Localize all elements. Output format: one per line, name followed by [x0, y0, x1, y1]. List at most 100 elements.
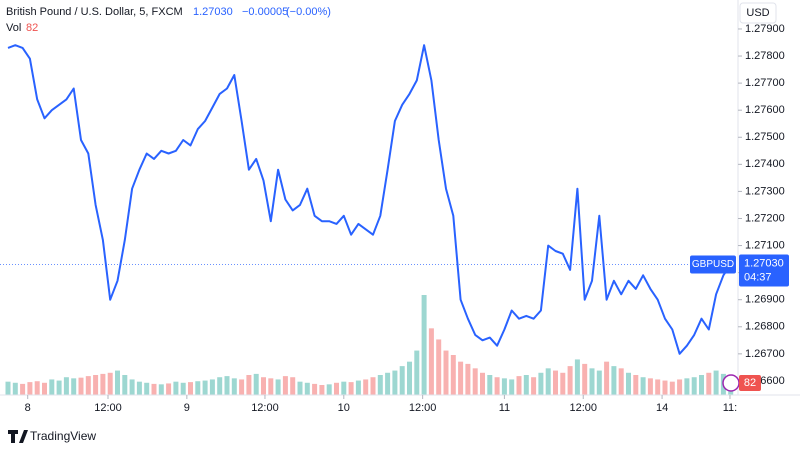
volume-bar: [239, 379, 245, 395]
volume-bar: [180, 382, 186, 395]
symbol-label: GBPUSD: [692, 259, 734, 270]
y-tick-label: 1.27100: [745, 239, 785, 251]
y-tick-label: 1.27700: [745, 77, 785, 89]
volume-bar: [626, 372, 631, 395]
volume-bar: [487, 375, 493, 395]
volume-bar: [78, 377, 84, 395]
volume-bar: [12, 382, 18, 395]
volume-bar: [458, 361, 464, 395]
volume-bar: [71, 378, 77, 395]
volume-bar: [151, 383, 157, 395]
volume-bar: [268, 378, 274, 395]
volume-bar: [85, 376, 91, 395]
volume-bar: [27, 382, 33, 395]
y-tick-label: 1.27400: [745, 158, 785, 170]
volume-bar: [494, 377, 500, 395]
volume-value: 82: [26, 22, 38, 34]
y-tick-label: 1.27200: [745, 212, 785, 224]
countdown: 04:37: [744, 271, 772, 283]
volume-bar: [596, 370, 602, 395]
volume-bar: [93, 375, 99, 395]
volume-bar: [173, 381, 179, 395]
volume-bar: [443, 350, 449, 395]
volume-bar: [436, 339, 442, 395]
volume-bar: [115, 370, 120, 395]
volume-bar: [202, 380, 208, 395]
volume-bar: [582, 363, 588, 395]
volume-bar: [341, 381, 347, 395]
volume-bar: [144, 382, 150, 395]
volume-bar: [363, 379, 369, 395]
volume-bar: [166, 383, 172, 395]
volume-bar: [655, 379, 661, 395]
price-tag: [739, 254, 789, 287]
y-tick-label: 1.26800: [745, 321, 785, 333]
volume-bar: [567, 366, 573, 395]
x-tick-label: 12:00: [94, 402, 122, 414]
brand-text: TradingView: [30, 429, 96, 443]
volume-bar: [224, 376, 230, 395]
header-change: −0.00005: [242, 6, 288, 18]
volume-bar: [275, 379, 281, 395]
volume-bar: [677, 379, 683, 395]
volume-bar: [246, 375, 252, 395]
x-tick-label: 12:00: [569, 402, 597, 414]
volume-bar: [589, 368, 595, 395]
volume-bar: [297, 381, 303, 395]
volume-bar: [501, 378, 507, 395]
y-tick-label: 1.26700: [745, 348, 785, 360]
y-tick-label: 1.27900: [745, 23, 785, 35]
volume-bar: [56, 380, 62, 395]
volume-bar: [158, 384, 164, 395]
y-tick-label: 1.27600: [745, 104, 785, 116]
volume-bar: [312, 383, 318, 395]
volume-bar: [20, 383, 26, 395]
volume-bar: [684, 378, 690, 395]
volume-bar: [414, 350, 420, 395]
volume-bar: [699, 375, 704, 395]
volume-bar: [377, 375, 383, 395]
volume-bar: [545, 368, 551, 395]
tradingview-logo: TradingView: [8, 429, 96, 443]
volume-bar: [662, 380, 668, 395]
y-tick-label: 1.27300: [745, 185, 785, 197]
currency-label[interactable]: USD: [746, 7, 769, 19]
volume-bar: [480, 372, 485, 395]
volume-bar: [618, 368, 624, 395]
volume-bar: [450, 355, 456, 395]
volume-bar: [42, 382, 47, 395]
volume-tag-label: 82: [744, 377, 756, 389]
price-line: [7, 44, 732, 355]
volume-bar: [355, 380, 361, 395]
volume-bar: [188, 382, 193, 395]
volume-bar: [538, 372, 544, 395]
volume-bar: [407, 361, 412, 395]
volume-bar: [370, 377, 376, 395]
volume-bar: [136, 381, 142, 395]
volume-tag: [739, 375, 761, 391]
currency-button[interactable]: [739, 2, 777, 24]
volume-bar: [107, 372, 113, 395]
volume-bar: [209, 379, 215, 395]
volume-bar: [348, 382, 354, 395]
volume-bar: [553, 370, 558, 395]
volume-title: Vol: [6, 22, 21, 34]
volume-bar: [399, 366, 405, 395]
y-tick-label: 1.27500: [745, 131, 785, 143]
x-tick-label: 10: [338, 402, 350, 414]
volume-bar: [195, 381, 201, 395]
volume-bar: [611, 366, 617, 395]
volume-bar: [465, 363, 471, 395]
y-tick-label: 1.27800: [745, 50, 785, 62]
volume-bar: [290, 377, 296, 395]
x-tick-label: 12:00: [251, 402, 279, 414]
volume-bar: [129, 379, 135, 395]
header-change-pct: (−0.00%): [286, 6, 331, 18]
volume-bar: [560, 372, 566, 395]
volume-bar: [706, 372, 712, 395]
symbol-tag: [690, 255, 736, 274]
volume-bar: [49, 379, 55, 395]
volume-bar: [691, 377, 697, 395]
